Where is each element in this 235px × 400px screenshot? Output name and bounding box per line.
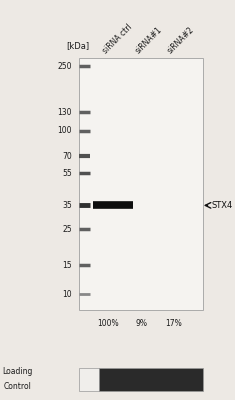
Text: 70: 70 xyxy=(62,152,72,161)
Text: 17%: 17% xyxy=(165,319,182,328)
Text: 9%: 9% xyxy=(135,319,147,328)
Text: STX4: STX4 xyxy=(212,201,233,210)
Text: siRNA#1: siRNA#1 xyxy=(133,25,164,55)
Text: [kDa]: [kDa] xyxy=(66,41,89,50)
Text: siRNA#2: siRNA#2 xyxy=(166,25,196,55)
Text: 15: 15 xyxy=(62,261,72,270)
Text: 25: 25 xyxy=(62,225,72,234)
Text: 10: 10 xyxy=(62,290,72,299)
Bar xyxy=(79,58,203,310)
Bar xyxy=(79,368,99,391)
Text: 100%: 100% xyxy=(97,319,119,328)
Text: siRNA ctrl: siRNA ctrl xyxy=(101,22,134,55)
Text: 100: 100 xyxy=(57,126,72,136)
Text: 35: 35 xyxy=(62,201,72,210)
Bar xyxy=(99,368,203,391)
Text: 55: 55 xyxy=(62,169,72,178)
Text: 130: 130 xyxy=(57,108,72,117)
Text: Loading: Loading xyxy=(2,367,33,376)
Text: 250: 250 xyxy=(57,62,72,70)
Text: Control: Control xyxy=(4,382,31,391)
